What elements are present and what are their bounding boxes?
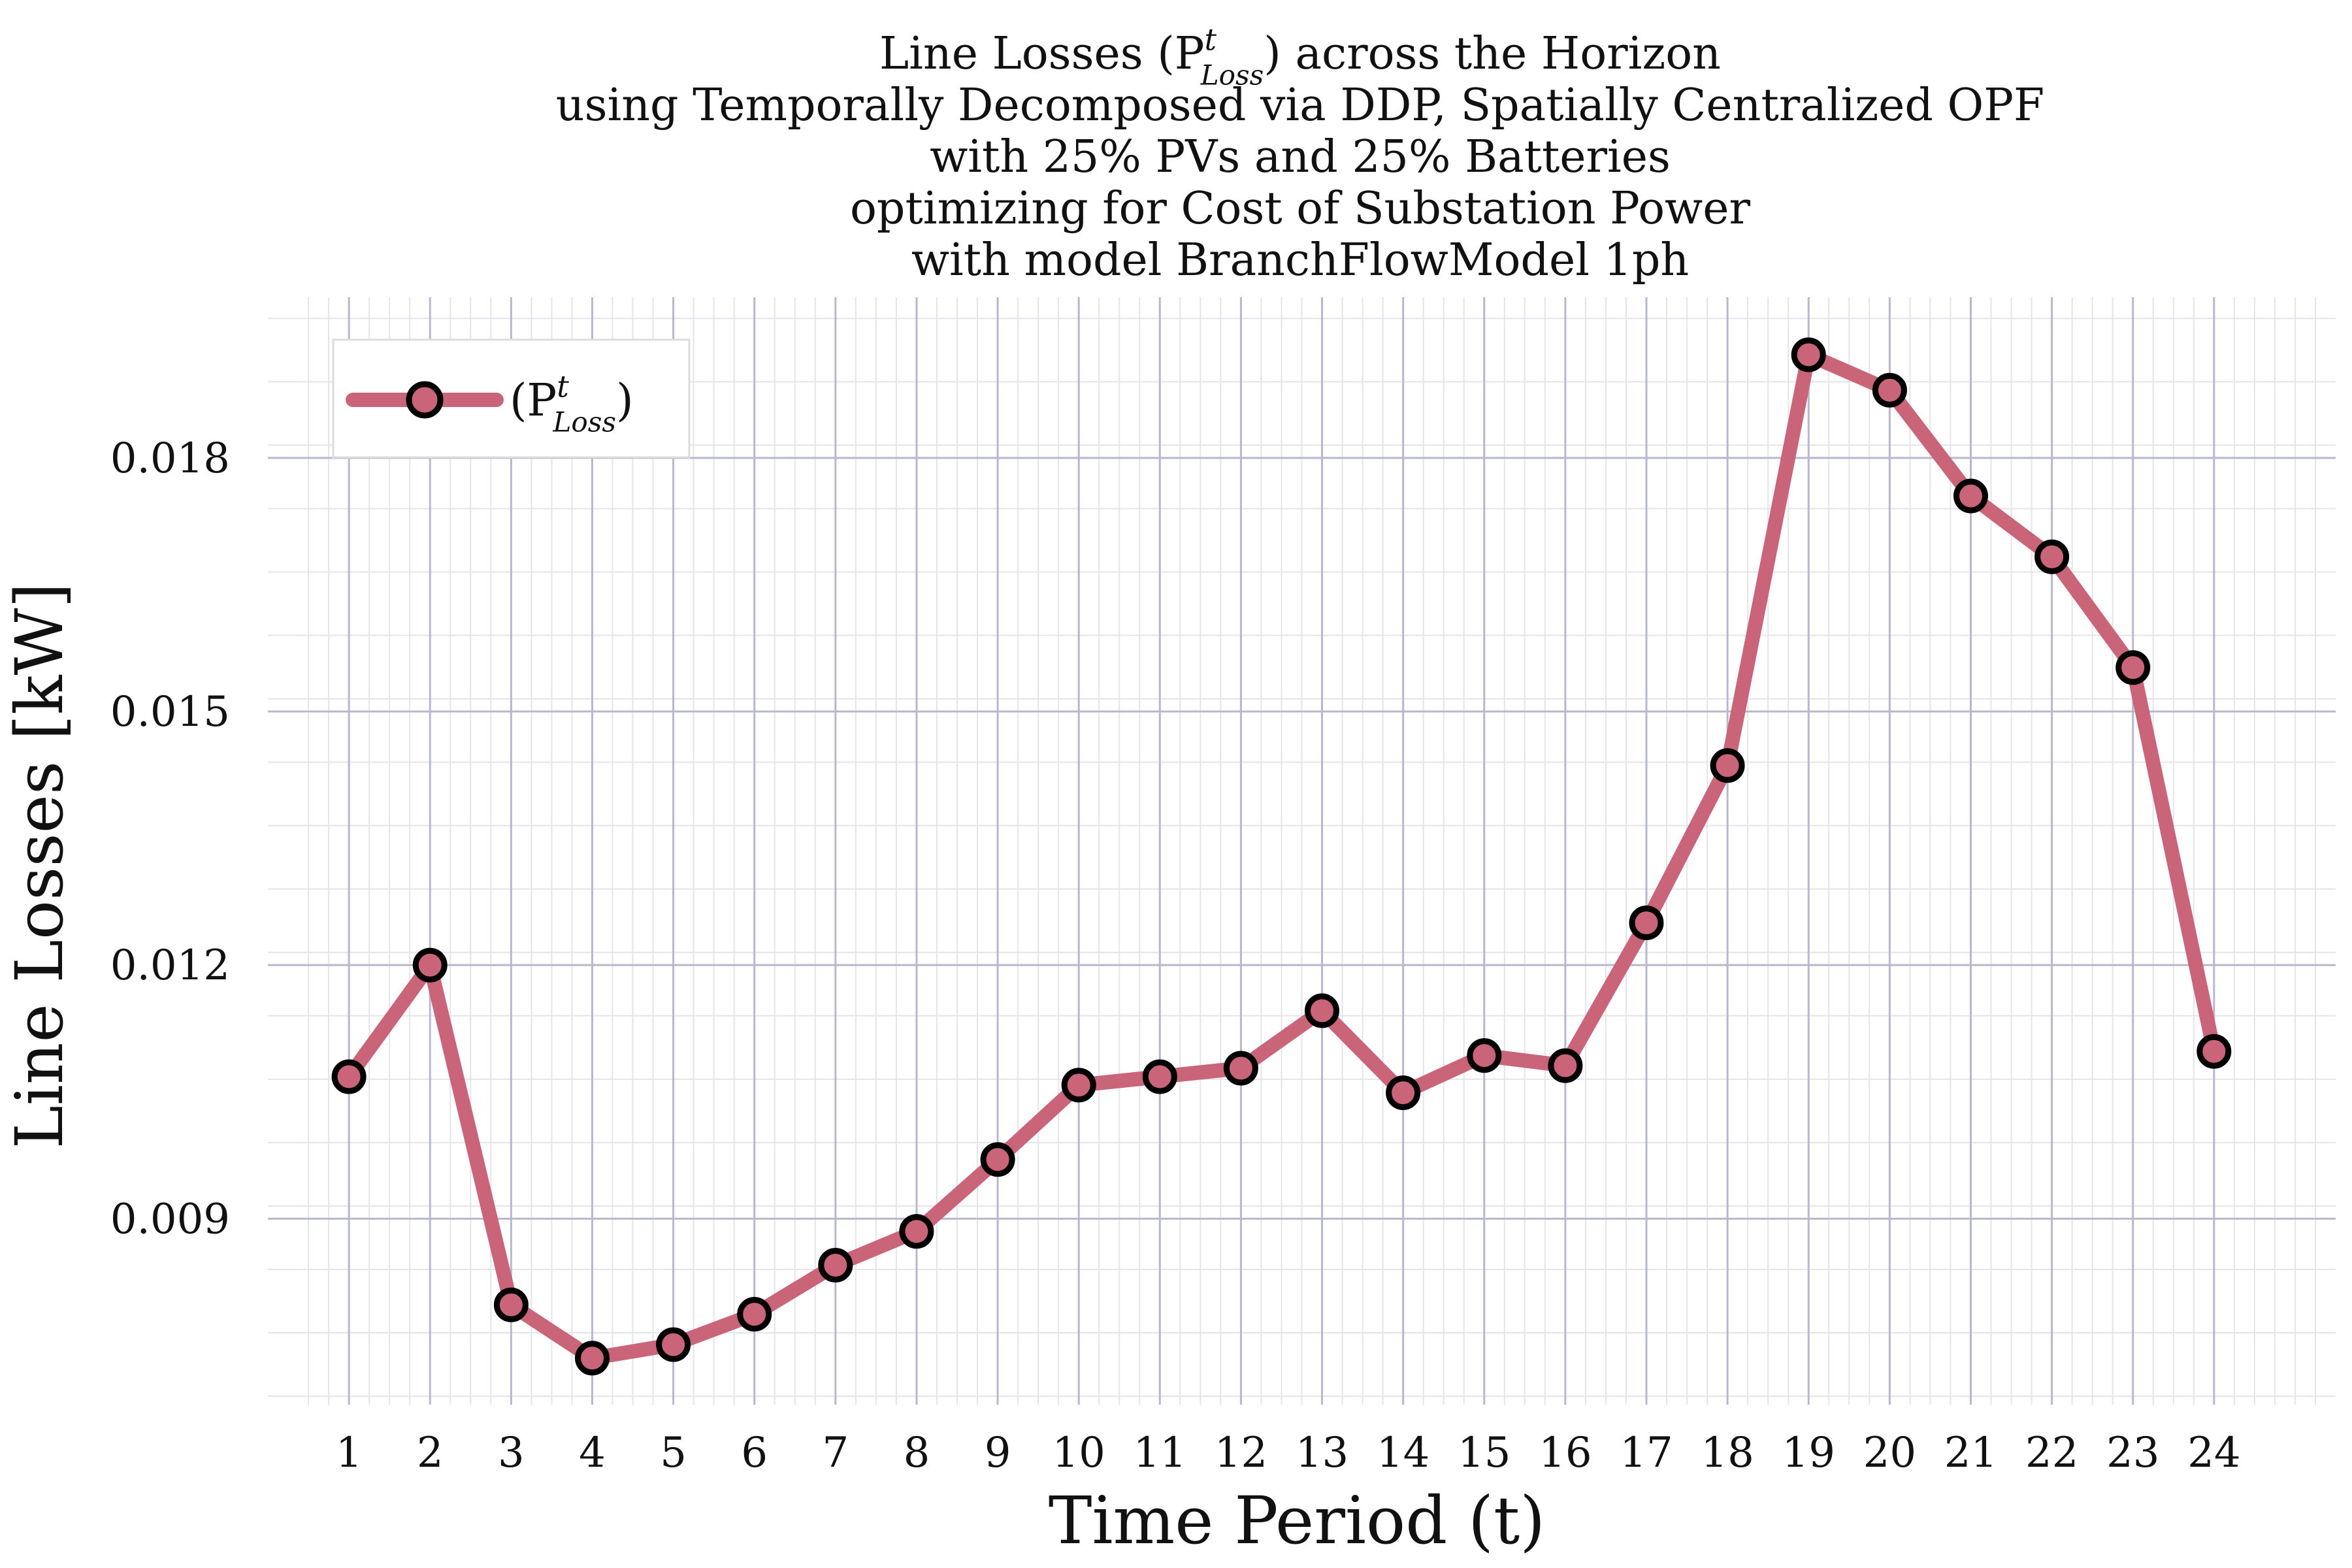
x-tick-label: 3 [498, 1429, 525, 1477]
minor-grid [268, 297, 2336, 1405]
data-point [2115, 650, 2151, 685]
data-point [980, 1142, 1015, 1177]
x-tick-label: 19 [1782, 1429, 1835, 1477]
data-point [1386, 1075, 1421, 1111]
x-tick-label: 6 [741, 1429, 768, 1477]
data-point [1791, 337, 1826, 372]
x-tick-label: 13 [1296, 1429, 1348, 1477]
x-tick-label: 12 [1215, 1429, 1267, 1477]
data-point [575, 1341, 610, 1376]
data-point [493, 1287, 529, 1322]
data-point [1305, 993, 1339, 1028]
y-tick-label: 0.009 [110, 1195, 230, 1243]
data-point [1953, 478, 1988, 514]
data-point [412, 947, 448, 983]
x-tick-label: 15 [1458, 1429, 1511, 1477]
data-point [737, 1297, 772, 1332]
x-tick-label: 16 [1539, 1429, 1592, 1477]
x-tick-label: 24 [2187, 1429, 2240, 1477]
data-point [656, 1327, 691, 1362]
y-tick-labels: 0.009 0.012 0.015 0.018 [110, 434, 230, 1244]
series-group [331, 337, 2232, 1376]
data-point [1223, 1051, 1258, 1086]
legend-marker-swatch [406, 381, 444, 419]
data-point [1629, 906, 1664, 940]
x-tick-label: 20 [1863, 1429, 1916, 1477]
x-axis-label: Time Period (t) [1049, 1482, 1545, 1559]
y-tick-label: 0.012 [110, 941, 230, 990]
x-tick-label: 5 [660, 1429, 687, 1477]
x-tick-label: 1 [336, 1429, 363, 1477]
data-point [2034, 539, 2070, 574]
data-point [1142, 1059, 1177, 1094]
x-tick-label: 21 [1944, 1429, 1997, 1477]
y-axis-label: Line Losses [kW] [1, 583, 78, 1149]
x-tick-label: 22 [2025, 1429, 2078, 1477]
chart-title-line: with 25% PVs and 25% Batteries [930, 131, 1671, 183]
data-point [1467, 1038, 1502, 1073]
x-tick-label: 11 [1134, 1429, 1186, 1477]
data-point [1548, 1048, 1583, 1083]
x-tick-label: 2 [417, 1429, 444, 1477]
y-tick-label: 0.015 [110, 688, 230, 736]
x-tick-labels: 1 2 3 4 5 6 7 8 9 10 11 12 13 14 15 16 17 18 19 20 21 22 23 24 [336, 1429, 2241, 1477]
x-tick-label: 17 [1620, 1429, 1673, 1477]
data-point [899, 1214, 934, 1249]
chart-title-line: using Temporally Decomposed via DDP, Spa… [556, 80, 2044, 131]
x-tick-label: 23 [2106, 1429, 2159, 1477]
data-point [1872, 372, 1907, 408]
x-tick-label: 9 [985, 1429, 1011, 1477]
x-tick-label: 10 [1052, 1429, 1105, 1477]
data-point [331, 1059, 367, 1094]
data-point [818, 1248, 853, 1282]
chart-title-line: optimizing for Cost of Substation Power [850, 183, 1751, 235]
chart-title: Line Losses (Pt Loss) across the Horizonu… [556, 22, 2044, 286]
chart-title-line: with model BranchFlowModel 1ph [911, 235, 1689, 286]
x-tick-label: 7 [822, 1429, 849, 1477]
data-point [1710, 748, 1745, 783]
y-tick-label: 0.018 [110, 434, 230, 483]
legend: (Pt Loss) [332, 338, 691, 459]
major-grid [268, 297, 2336, 1405]
x-tick-label: 14 [1377, 1429, 1429, 1477]
x-tick-label: 18 [1701, 1429, 1754, 1477]
data-point [1061, 1068, 1096, 1103]
chart-title-line: Line Losses (Pt Loss) across the Horizon [879, 22, 1721, 91]
x-tick-label: 4 [579, 1429, 606, 1477]
x-tick-label: 8 [904, 1429, 930, 1477]
data-point [2197, 1034, 2232, 1069]
legend-label: (Pt Loss) [510, 368, 634, 438]
